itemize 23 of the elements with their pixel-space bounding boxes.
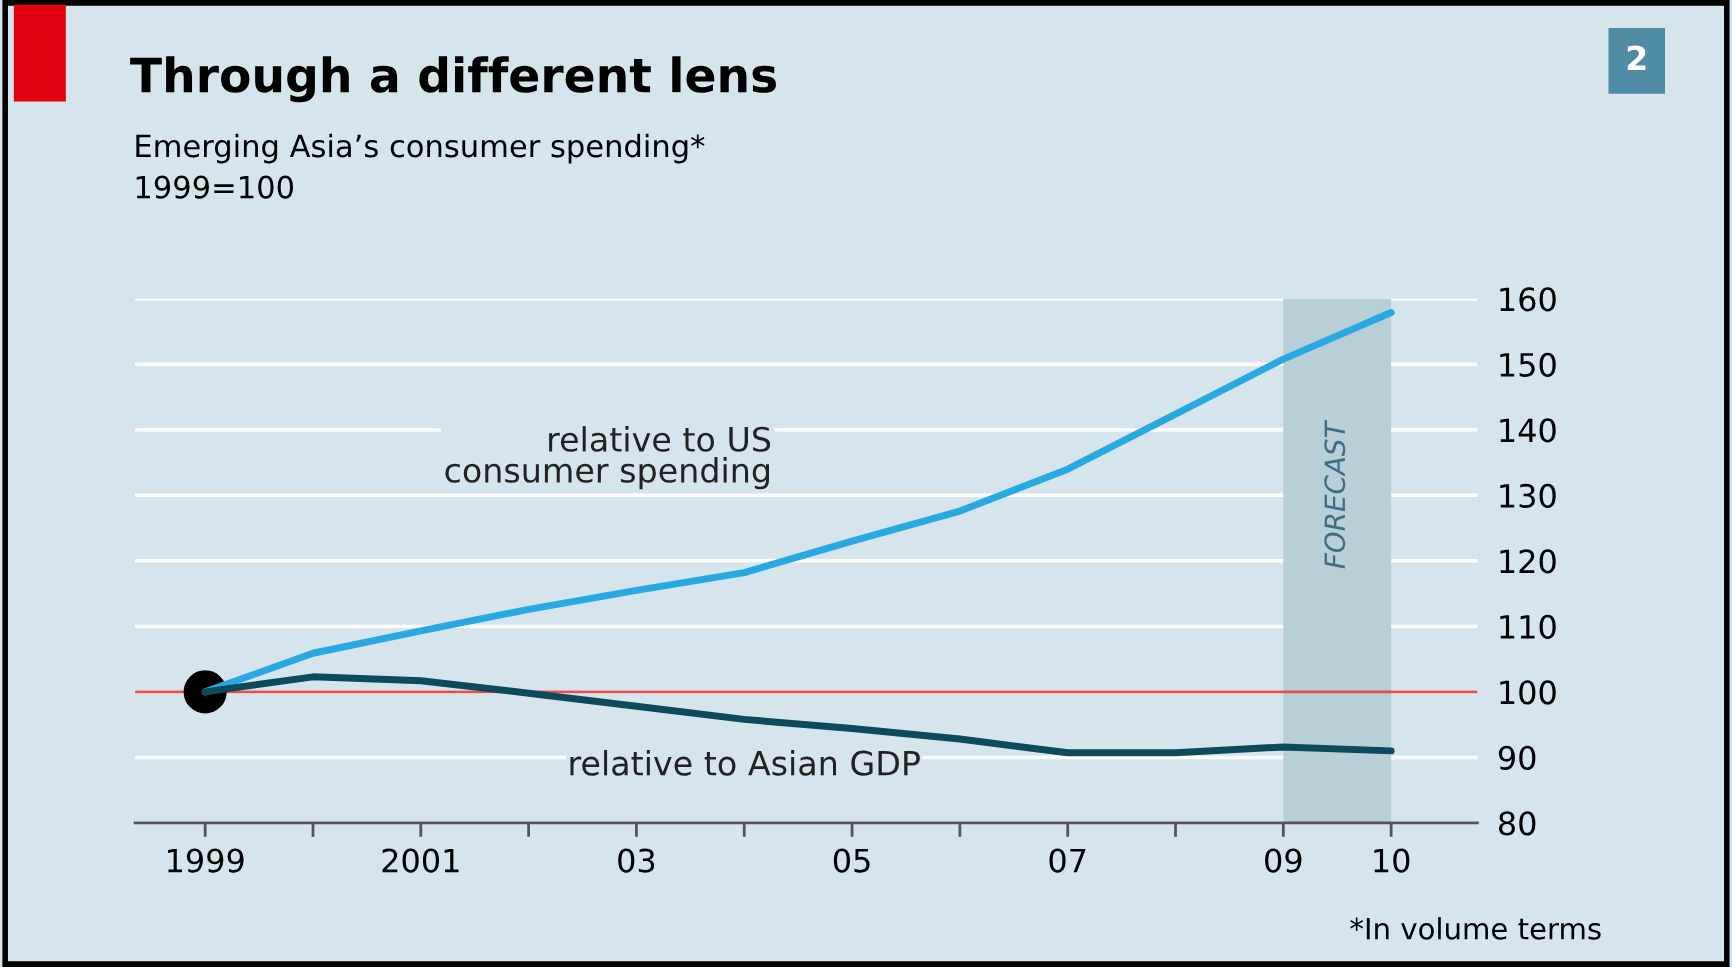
band-label: FORECAST: [1324, 419, 1346, 569]
y-tick-label: 100: [1500, 680, 1556, 705]
text: relative to US consumer spending: [445, 426, 771, 490]
x-tick-label: 09: [1265, 848, 1302, 873]
text: 2: [1627, 45, 1646, 71]
y-tick-label: 160: [1500, 287, 1556, 312]
x-tick-label: 07: [1049, 848, 1086, 873]
x-tick-label: 05: [833, 848, 870, 873]
y-tick-label: 120: [1500, 549, 1556, 574]
x-tick-label: 2001: [382, 848, 459, 873]
text: *In volume terms: [1350, 917, 1601, 940]
chart-subtitle: Emerging Asia’s consumer spending* 1999=100: [136, 133, 705, 199]
y-tick-label: 80: [1499, 811, 1536, 836]
y-tick-label: 140: [1500, 418, 1556, 443]
x-tick-label: 10: [1374, 848, 1410, 873]
x-tick-label: 03: [618, 848, 655, 873]
y-tick-label: 150: [1500, 352, 1556, 377]
y-tick-label: 110: [1500, 614, 1556, 639]
chart-title: Through a different lens: [130, 56, 776, 103]
series-label: relative to Asian GDP: [570, 749, 920, 776]
y-tick-label: 130: [1500, 483, 1556, 508]
y-tick-label: 90: [1498, 745, 1536, 770]
x-tick-label: 1999: [168, 848, 244, 873]
